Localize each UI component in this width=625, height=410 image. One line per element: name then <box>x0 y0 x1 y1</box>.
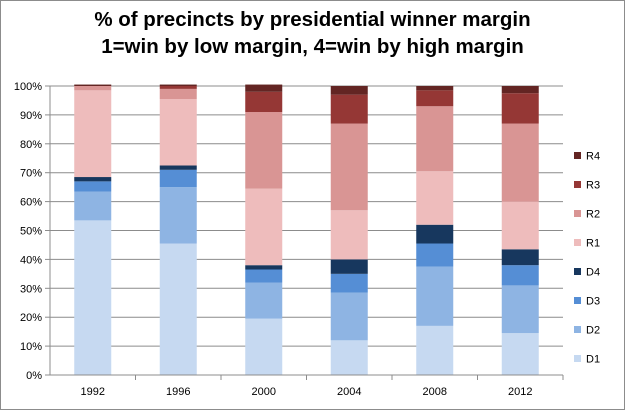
legend-label-r4: R4 <box>586 151 600 163</box>
y-tick-label: 30% <box>20 283 42 295</box>
bar-segment-d2-2004 <box>330 292 368 341</box>
bar-segment-d4-2004 <box>330 259 368 274</box>
bar-segment-r1-1992 <box>74 90 112 178</box>
bar-segment-d1-2004 <box>330 340 368 375</box>
legend-label-r1: R1 <box>586 238 600 250</box>
bar-segment-r3-2008 <box>416 90 454 107</box>
x-tick-label: 2008 <box>423 386 447 398</box>
bar-segment-d1-1996 <box>159 243 197 375</box>
bar-segment-d3-2004 <box>330 273 368 293</box>
y-tick-label: 100% <box>14 81 42 93</box>
legend-swatch-r3 <box>574 181 581 188</box>
bar-segment-d4-1992 <box>74 177 112 182</box>
bar-segment-d1-2000 <box>245 318 283 375</box>
chart-title-line-2: 1=win by low margin, 4=win by high margi… <box>101 35 524 58</box>
x-tick-label: 2012 <box>508 386 532 398</box>
bar-segment-d1-2012 <box>501 333 539 375</box>
x-tick-label: 1996 <box>166 386 190 398</box>
bar-segment-r1-2004 <box>330 210 368 260</box>
bar-segment-r3-2012 <box>501 93 539 124</box>
legend-swatch-d4 <box>574 268 581 275</box>
y-tick-label: 70% <box>20 168 42 180</box>
y-tick-label: 20% <box>20 312 42 324</box>
legend-swatch-d2 <box>574 326 581 333</box>
bar-segment-d1-1992 <box>74 220 112 375</box>
y-tick-label: 80% <box>20 139 42 151</box>
bar-segment-d2-2008 <box>416 266 454 326</box>
legend-swatch-r4 <box>574 152 581 159</box>
bar-segment-r1-2008 <box>416 171 454 225</box>
y-tick-label: 60% <box>20 197 42 209</box>
legend-label-d1: D1 <box>586 354 600 366</box>
bar-segment-d3-2000 <box>245 269 283 283</box>
bar-segment-d3-1992 <box>74 181 112 192</box>
y-tick-label: 10% <box>20 341 42 353</box>
legend-label-d2: D2 <box>586 325 600 337</box>
chart-title-line-1: % of precincts by presidential winner ma… <box>94 8 531 31</box>
y-tick-labels: 0% 10% 20% 30% 40% 50% 60% 70% 80% 90% 100% <box>14 81 42 382</box>
bar-segment-r2-2004 <box>330 123 368 211</box>
x-tick-labels: 1992 1996 2000 2004 2008 2012 <box>81 375 564 398</box>
bar-segment-d1-2008 <box>416 325 454 375</box>
y-tick-label: 50% <box>20 226 42 238</box>
legend-swatch-r1 <box>574 239 581 246</box>
bar-segment-r3-2004 <box>330 94 368 124</box>
legend-swatch-r2 <box>574 210 581 217</box>
gridlines <box>45 85 563 376</box>
bar-segment-r4-2012 <box>501 86 539 94</box>
bar-segment-r4-1996 <box>159 84 197 86</box>
bar-segment-d2-2000 <box>245 282 283 319</box>
y-tick-label: 0% <box>26 370 42 382</box>
bar-segment-r4-2004 <box>330 86 368 95</box>
x-tick-label: 2004 <box>337 386 361 398</box>
bar-segment-r2-2008 <box>416 106 454 172</box>
y-tick-label: 40% <box>20 254 42 266</box>
bar-segment-r1-2000 <box>245 188 283 266</box>
bar-segment-r3-2000 <box>245 91 283 113</box>
legend-label-r3: R3 <box>586 180 600 192</box>
bar-segment-r1-1996 <box>159 99 197 166</box>
bars <box>74 84 539 375</box>
bar-segment-r2-1992 <box>74 86 112 91</box>
bar-segment-d2-1992 <box>74 191 112 221</box>
bar-segment-r4-1992 <box>74 84 112 86</box>
bar-segment-d4-2008 <box>416 224 454 244</box>
bar-segment-d2-1996 <box>159 187 197 244</box>
legend-swatch-d3 <box>574 297 581 304</box>
legend-label-d4: D4 <box>586 267 600 279</box>
legend-label-d3: D3 <box>586 296 600 308</box>
bar-segment-r4-2008 <box>416 86 454 91</box>
bar-segment-d2-2012 <box>501 285 539 334</box>
bar-segment-d3-1996 <box>159 169 197 188</box>
bar-segment-d3-2012 <box>501 265 539 286</box>
bar-segment-d3-2008 <box>416 243 454 267</box>
bar-segment-d4-2012 <box>501 249 539 266</box>
bar-segment-d4-2000 <box>245 265 283 270</box>
bar-segment-d4-1996 <box>159 165 197 170</box>
legend-label-r2: R2 <box>586 209 600 221</box>
bar-segment-r2-1996 <box>159 88 197 100</box>
bar-segment-r2-2012 <box>501 123 539 202</box>
bar-segment-r1-2012 <box>501 201 539 250</box>
bar-segment-r2-2000 <box>245 112 283 189</box>
chart-title: % of precincts by presidential winner ma… <box>0 6 625 60</box>
bar-segment-r3-1996 <box>159 86 197 89</box>
legend-swatch-d1 <box>574 355 581 362</box>
x-tick-label: 2000 <box>252 386 276 398</box>
legend: R4 R3 R2 R1 D4 D3 D2 D1 <box>574 151 600 366</box>
y-tick-label: 90% <box>20 110 42 122</box>
bar-segment-r4-2000 <box>245 84 283 92</box>
x-tick-label: 1992 <box>81 386 105 398</box>
